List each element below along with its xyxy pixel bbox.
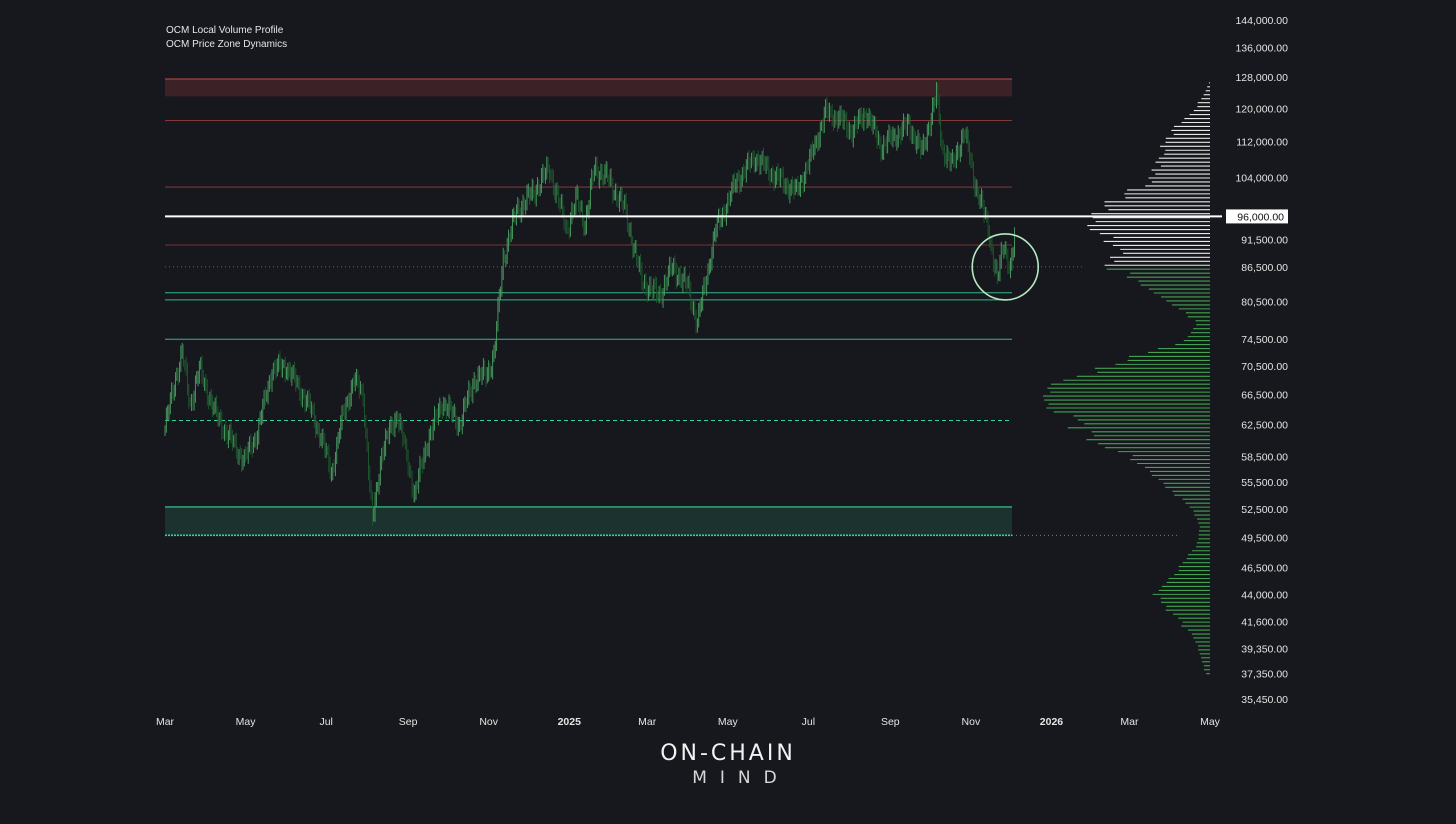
y-tick-label: 74,500.00 [1241,334,1288,346]
indicator-label-price-zones[interactable]: OCM Price Zone Dynamics [166,39,288,50]
x-tick-label: May [1200,716,1221,728]
highlight-level-label: 96,000.00 [1237,211,1284,223]
y-tick-label: 46,500.00 [1241,563,1288,575]
y-tick-label: 136,000.00 [1235,43,1288,55]
y-tick-label: 112,000.00 [1236,137,1288,149]
y-tick-label: 66,500.00 [1241,389,1288,401]
x-tick-label: Mar [156,716,175,728]
indicator-label-volume-profile[interactable]: OCM Local Volume Profile [166,25,284,36]
y-tick-label: 44,000.00 [1241,589,1288,601]
y-tick-label: 58,500.00 [1241,451,1288,463]
price-zones-layer [165,78,1180,537]
y-tick-label: 91,500.00 [1241,235,1288,247]
x-tick-label: Sep [881,716,900,728]
brand-logo-line2: MIND [692,768,790,788]
x-tick-label: May [718,716,739,728]
x-tick-label: Jul [802,716,815,728]
resistance-zone-band [165,78,1012,97]
y-tick-label: 52,500.00 [1241,504,1288,516]
x-tick-label: May [236,716,257,728]
x-tick-label: Nov [479,716,498,728]
y-tick-label: 37,350.00 [1241,669,1288,681]
y-axis: 144,000.00 136,000.00 128,000.00 120,000.00… [1235,15,1288,706]
volume-profile-layer [1043,82,1210,675]
highlight-level-layer: 96,000.00 [165,209,1288,224]
y-tick-label: 35,450.00 [1241,694,1288,706]
y-tick-label: 62,500.00 [1241,419,1288,431]
x-tick-label: Nov [962,716,981,728]
x-tick-label: Mar [1120,716,1139,728]
support-zone-band [165,506,1012,536]
brand-logo-line1: ON-CHAIN [660,741,796,766]
y-tick-label: 55,500.00 [1241,477,1288,489]
x-tick-label: Mar [638,716,657,728]
x-axis: Mar May Jul Sep Nov 2025 Mar May Jul Sep Nov 2026 Ma… [156,716,1221,728]
y-tick-label: 49,500.00 [1241,532,1288,544]
x-tick-label: 2025 [558,716,582,728]
x-tick-label: Sep [399,716,418,728]
annotation-circle [971,233,1040,301]
y-tick-label: 144,000.00 [1235,15,1288,27]
y-tick-label: 39,350.00 [1241,643,1288,655]
y-tick-label: 104,000.00 [1235,173,1288,185]
price-series-layer [164,82,1015,526]
x-tick-label: Jul [319,716,332,728]
y-tick-label: 41,600.00 [1241,617,1288,629]
y-tick-label: 128,000.00 [1235,72,1288,84]
y-tick-label: 70,500.00 [1241,361,1288,373]
y-tick-label: 120,000.00 [1235,103,1288,115]
annotation-layer [971,233,1040,301]
y-tick-label: 86,500.00 [1241,262,1288,274]
highlight-level-tag [1226,209,1288,224]
y-tick-label: 80,500.00 [1241,297,1288,309]
x-tick-label: 2026 [1040,716,1064,728]
